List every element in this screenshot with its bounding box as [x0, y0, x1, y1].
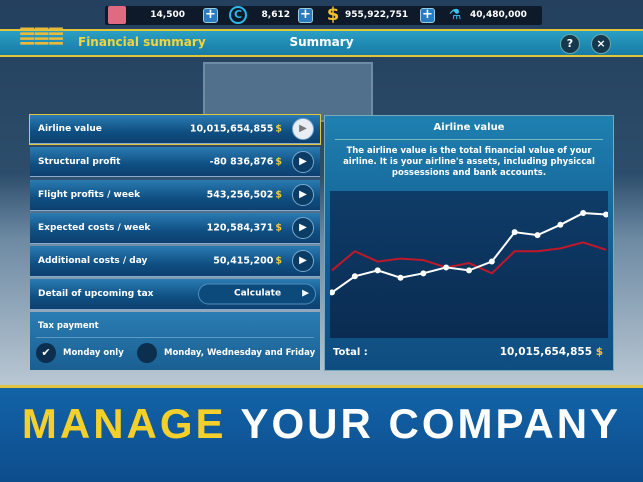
detail-title: Airline value: [433, 122, 505, 133]
dollar-icon: $: [275, 156, 282, 167]
tax-payment-section: Tax payment ✔ Monday only Monday, Wednes…: [30, 312, 320, 370]
dollar-icon: $: [275, 123, 282, 135]
row-value: -80 836,876: [209, 156, 274, 167]
radio-monday-only[interactable]: ✔: [36, 343, 56, 363]
add-tickets-button[interactable]: +: [203, 8, 218, 23]
data-point: [488, 258, 495, 265]
promo-banner: MANAGE YOUR COMPANY: [0, 385, 643, 482]
row-value: 120,584,371: [206, 222, 274, 234]
dollar-icon: $: [275, 255, 282, 267]
airline-value-chart: [329, 210, 609, 296]
row-additional-costs[interactable]: Additional costs / day 50,415,200 $ ▶: [30, 246, 320, 277]
tax-payment-label: Tax payment: [38, 321, 99, 331]
total-label: Total :: [333, 347, 368, 358]
row-label: Flight profits / week: [38, 190, 141, 200]
play-arrow-icon[interactable]: ▶: [292, 217, 314, 239]
banner-word-company: YOUR COMPANY: [240, 400, 622, 447]
option-mon-wed-fri[interactable]: Monday, Wednesday and Friday: [164, 348, 316, 358]
calculate-label: Calculate: [234, 288, 282, 299]
row-airline-value[interactable]: Airline value 10,015,654,855 $ ▶: [29, 114, 321, 145]
play-arrow-icon: ▶: [302, 288, 309, 299]
coins-icon: ≣≣≣: [18, 24, 65, 49]
ticket-icon: [108, 6, 126, 24]
data-point: [466, 267, 472, 274]
help-button[interactable]: ?: [560, 34, 580, 54]
banner-word-manage: MANAGE: [21, 400, 227, 447]
data-point: [443, 264, 450, 271]
data-point: [420, 270, 427, 277]
data-point: [580, 210, 587, 217]
tickets-count: 14,500: [150, 10, 185, 20]
play-arrow-icon[interactable]: ▶: [292, 150, 314, 173]
section-title: Financial summary: [78, 35, 206, 49]
credits-icon: C: [229, 6, 247, 24]
close-button[interactable]: ×: [591, 34, 611, 54]
chart-area: [329, 191, 609, 338]
radio-mon-wed-fri[interactable]: [137, 343, 157, 363]
row-label: Structural profit: [38, 156, 121, 167]
data-point: [534, 232, 541, 239]
row-label: Detail of upcoming tax: [38, 289, 154, 299]
play-arrow-icon[interactable]: ▶: [292, 118, 314, 140]
dollar-icon: $: [275, 189, 282, 201]
detail-description: The airline value is the total financial…: [343, 146, 595, 178]
row-label: Additional costs / day: [38, 256, 148, 266]
row-value: 50,415,200: [213, 255, 274, 267]
add-credits-button[interactable]: +: [298, 8, 313, 23]
row-label: Airline value: [38, 124, 102, 134]
dollar-icon: $: [595, 346, 603, 358]
header-bar: Financial summary Summary ? ×: [0, 29, 643, 57]
divider: [36, 337, 314, 338]
play-arrow-icon[interactable]: ▶: [292, 184, 314, 206]
total-value: 10,015,654,855: [499, 346, 593, 358]
data-point: [603, 211, 609, 218]
series-line-0: [331, 212, 607, 294]
credits-count: 8,612: [261, 10, 290, 20]
calculate-button[interactable]: Calculate ▶: [198, 283, 316, 305]
data-point: [511, 229, 518, 236]
research-count: 40,480,000: [470, 10, 527, 20]
flask-icon: ⚗: [448, 7, 462, 23]
dollar-icon: $: [326, 4, 340, 25]
dollar-icon: $: [275, 222, 282, 234]
page-title: Summary: [289, 35, 354, 49]
background-whiteboard: [203, 62, 373, 122]
detail-panel: Airline value The airline value is the t…: [324, 115, 614, 371]
row-value: 543,256,502: [206, 189, 274, 201]
data-point: [374, 267, 381, 274]
data-point: [557, 221, 564, 228]
data-point: [351, 273, 358, 280]
series-line-1: [331, 241, 607, 275]
play-arrow-icon[interactable]: ▶: [292, 250, 314, 272]
row-value: 10,015,654,855: [189, 123, 274, 135]
divider: [335, 139, 603, 140]
add-money-button[interactable]: +: [420, 8, 435, 23]
row-expected-costs[interactable]: Expected costs / week 120,584,371 $ ▶: [30, 213, 320, 244]
row-label: Expected costs / week: [38, 223, 151, 233]
money-count: 955,922,751: [345, 10, 409, 20]
option-monday-only[interactable]: Monday only: [63, 348, 124, 358]
row-structural-profit[interactable]: Structural profit -80 836,876 $ ▶: [30, 147, 320, 177]
data-point: [397, 274, 404, 281]
row-upcoming-tax: Detail of upcoming tax Calculate ▶: [30, 279, 320, 310]
data-point: [329, 289, 335, 296]
row-flight-profits[interactable]: Flight profits / week 543,256,502 $ ▶: [30, 180, 320, 211]
